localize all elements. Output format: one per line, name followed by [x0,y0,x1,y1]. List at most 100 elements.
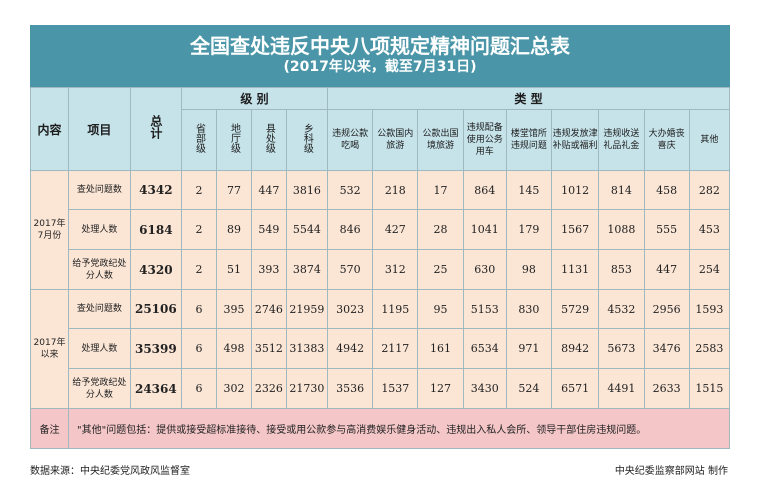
type-cell: 846 [326,209,374,250]
header-total: 总计 [129,87,183,171]
type-cell: 98 [505,249,553,290]
table-row: 处理人数 35399 6 498 3512 31383 4942 2117 16… [31,328,731,369]
level-cell: 3512 [250,328,287,369]
header-level-2-text: 县处级 [263,123,275,153]
header-level-1: 地厅级 [216,109,252,171]
level-cell: 21730 [285,368,328,409]
level-cell: 3874 [285,249,328,290]
type-cell: 2956 [643,289,690,329]
row-item: 查处问题数 [68,289,131,329]
row-item: 查处问题数 [68,170,131,210]
row-total: 24364 [129,368,183,409]
row-total: 35399 [129,328,183,369]
level-cell: 51 [216,249,252,290]
type-cell: 218 [372,170,419,210]
type-cell: 254 [688,249,731,290]
type-cell: 532 [326,170,374,210]
level-cell: 393 [250,249,287,290]
level-cell: 2746 [250,289,287,329]
level-cell: 6 [181,328,217,369]
type-cell: 5729 [551,289,600,329]
header-type-0: 违规公款吃喝 [326,109,374,171]
header-content: 内容 [29,87,70,171]
type-cell: 3430 [462,368,507,409]
header-row-1: 内容 项目 总计 级 别 类 型 [29,87,731,171]
level-cell: 2 [181,170,217,210]
type-cell: 570 [326,249,374,290]
type-cell: 4491 [598,368,645,409]
type-cell: 161 [417,328,464,369]
note-label: 备注 [29,408,70,449]
level-cell: 2 [181,249,217,290]
page-title: 全国查处违反中央八项规定精神问题汇总表 [190,34,570,58]
header-type-5: 违规发放津补贴或福利 [551,109,600,171]
title-banner: 全国查处违反中央八项规定精神问题汇总表 (2017年以来，截至7月31日) [30,25,730,87]
level-cell: 2 [181,209,217,250]
type-cell: 95 [417,289,464,329]
table-row: 2017年以来 查处问题数 25106 6 395 2746 21959 302… [29,289,731,409]
type-cell: 853 [598,249,645,290]
row-item: 给予党政纪处分人数 [68,249,131,290]
header-type-6: 违规收送礼品礼金 [598,109,645,171]
type-cell: 28 [417,209,464,250]
header-item: 项目 [68,87,131,171]
header-level-3: 乡科级 [285,109,328,171]
header-type-7: 大办婚丧喜庆 [643,109,690,171]
footer-maker: 中央纪委监察部网站 制作 [614,466,728,477]
type-cell: 127 [417,368,464,409]
row-total: 6184 [129,209,183,250]
header-type-8: 其他 [688,109,731,171]
type-cell: 1515 [688,368,731,409]
header-type-2: 公款出国境旅游 [417,109,464,171]
header-row-2: 省部级 地厅级 县处级 乡科级 违规公款吃喝 公款国内旅游 公款出国境旅游 违规… [31,109,731,171]
type-cell: 25 [417,249,464,290]
note-row: 备注 "其他"问题包括：提供或接受超标准接待、接受或用公款参与高消费娱乐健身活动… [29,408,730,449]
level-cell: 302 [216,368,252,409]
type-cell: 555 [643,209,690,250]
type-cell: 453 [688,209,731,250]
level-cell: 395 [216,289,252,329]
type-cell: 282 [688,170,731,210]
type-cell: 2583 [688,328,731,369]
type-cell: 1195 [372,289,419,329]
type-cell: 1593 [688,289,731,329]
type-cell: 1567 [551,209,600,250]
table-row: 处理人数 6184 2 89 549 5544 846 427 28 1041 … [31,209,731,250]
type-cell: 427 [372,209,419,250]
group-label-1: 2017年以来 [29,289,70,409]
header-type-group: 类 型 [326,87,731,110]
header-type-1: 公款国内旅游 [372,109,419,171]
header-level-group: 级 别 [181,87,328,110]
level-cell: 89 [216,209,252,250]
summary-table: 内容 项目 总计 级 别 类 型 省部级 地厅级 县处级 乡科级 违规公款吃喝 … [29,87,731,449]
header-level-0: 省部级 [181,109,217,171]
header-type-4: 楼堂馆所违规问题 [505,109,553,171]
level-cell: 6 [181,368,217,409]
type-cell: 4942 [326,328,374,369]
type-cell: 1088 [598,209,645,250]
type-cell: 8942 [551,328,600,369]
header-total-text: 总计 [148,115,163,139]
row-total: 4342 [129,170,183,210]
page-subtitle: (2017年以来，截至7月31日) [283,59,477,75]
type-cell: 814 [598,170,645,210]
type-cell: 3476 [643,328,690,369]
row-total: 4320 [129,249,183,290]
row-item: 处理人数 [68,328,131,369]
table-row: 给予党政纪处分人数 24364 6 302 2326 21730 3536 15… [31,368,731,409]
group-label-0: 2017年7月份 [29,170,70,290]
type-cell: 830 [505,289,553,329]
type-cell: 458 [643,170,690,210]
row-total: 25106 [129,289,183,329]
level-cell: 21959 [285,289,328,329]
type-cell: 447 [643,249,690,290]
header-level-0-text: 省部级 [193,123,205,153]
type-cell: 5153 [462,289,507,329]
header-level-2: 县处级 [250,109,287,171]
type-cell: 312 [372,249,419,290]
level-cell: 77 [216,170,252,210]
level-cell: 31383 [285,328,328,369]
type-cell: 3536 [326,368,374,409]
type-cell: 2117 [372,328,419,369]
type-cell: 1012 [551,170,600,210]
